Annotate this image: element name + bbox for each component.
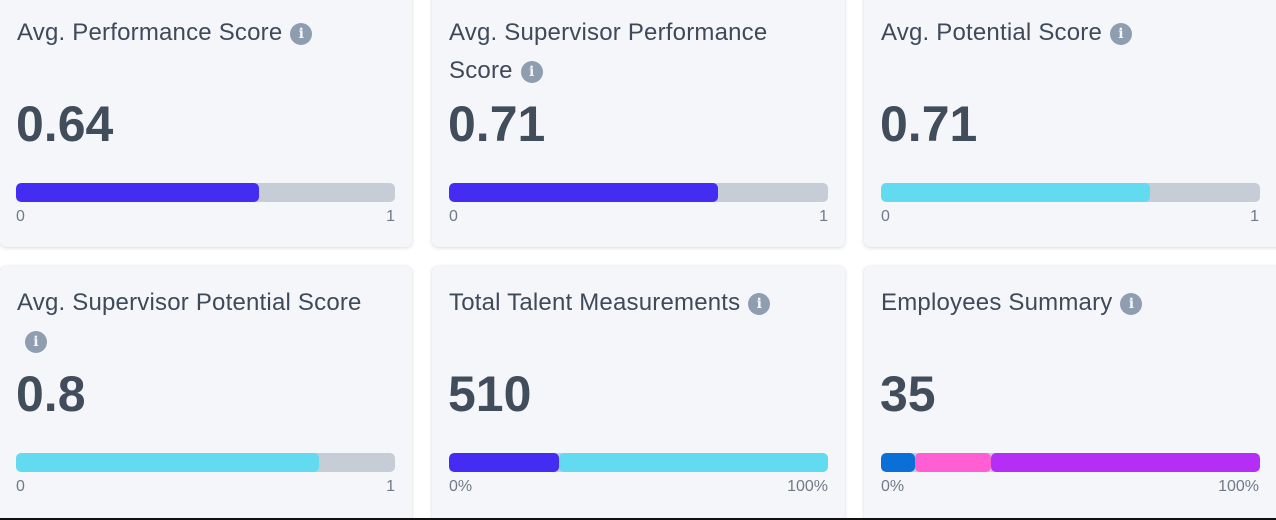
card-value: 0.8	[16, 366, 86, 422]
progress-bar-fill	[449, 183, 719, 202]
stacked-bar	[881, 453, 1260, 472]
progress-bar	[881, 183, 1260, 202]
stacked-bar-segment	[881, 453, 916, 472]
scale-max-label: 1	[386, 478, 395, 495]
card-total-talent-measurements: Total Talent Measurements i 510 0% 100%	[432, 266, 845, 520]
info-icon[interactable]: i	[520, 61, 543, 83]
card-employees-summary: Employees Summary i 35 0% 100%	[864, 266, 1276, 520]
card-value: 0.71	[880, 96, 978, 152]
card-title: Total Talent Measurements i	[449, 284, 819, 322]
card-title: Avg. Potential Score i	[881, 14, 1251, 52]
scale-min-label: 0%	[449, 478, 473, 495]
card-value: 510	[448, 366, 532, 422]
card-title-text: Avg. Supervisor Potential Score	[17, 289, 362, 316]
window-bottom-edge	[0, 518, 1276, 520]
card-avg-supervisor-potential-score: Avg. Supervisor Potential Score i 0.8 0 1	[0, 266, 412, 520]
progress-bar-fill	[16, 183, 259, 202]
scale-min-label: 0%	[881, 478, 905, 495]
progress-bar-fill	[881, 183, 1151, 202]
scale-min-label: 0	[881, 208, 890, 225]
scale-max-label: 1	[386, 208, 395, 225]
stacked-bar	[449, 453, 828, 472]
progress-bar	[449, 183, 828, 202]
card-avg-performance-score: Avg. Performance Score i 0.64 0 1	[0, 0, 412, 247]
card-title: Avg. Performance Score i	[17, 14, 387, 52]
card-title-text: Employees Summary	[881, 289, 1113, 316]
info-icon[interactable]: i	[748, 293, 771, 315]
scale-max-label: 100%	[1218, 478, 1259, 495]
scale-min-label: 0	[449, 208, 458, 225]
card-avg-supervisor-performance-score: Avg. Supervisor Performance Score i 0.71 …	[432, 0, 845, 247]
scale-min-label: 0	[16, 478, 25, 495]
card-title-text: Avg. Performance Score	[17, 19, 283, 46]
card-title-text: Total Talent Measurements	[449, 289, 741, 316]
card-title: Employees Summary i	[881, 284, 1251, 322]
stacked-bar-segment	[449, 453, 559, 472]
progress-bar-fill	[16, 453, 320, 472]
card-value: 0.71	[448, 96, 546, 152]
card-avg-potential-score: Avg. Potential Score i 0.71 0 1	[864, 0, 1276, 247]
card-title-text: Avg. Potential Score	[881, 19, 1103, 46]
card-title: Avg. Supervisor Performance Score i	[449, 14, 819, 90]
info-icon[interactable]: i	[290, 23, 313, 45]
progress-bar	[16, 453, 395, 472]
card-title-text: Avg. Supervisor Performance Score	[449, 19, 768, 84]
card-value: 35	[880, 366, 936, 422]
scale-max-label: 1	[819, 208, 828, 225]
scale-min-label: 0	[16, 208, 25, 225]
stacked-bar-segment	[558, 453, 828, 472]
stacked-bar-segment	[990, 453, 1260, 472]
progress-bar	[16, 183, 395, 202]
card-value: 0.64	[16, 96, 114, 152]
info-icon[interactable]: i	[25, 331, 47, 353]
scale-max-label: 100%	[787, 478, 828, 495]
stacked-bar-segment	[915, 453, 991, 472]
card-title: Avg. Supervisor Potential Score i	[17, 284, 387, 360]
info-icon[interactable]: i	[1110, 23, 1133, 45]
scale-max-label: 1	[1250, 208, 1259, 225]
info-icon[interactable]: i	[1120, 293, 1143, 315]
